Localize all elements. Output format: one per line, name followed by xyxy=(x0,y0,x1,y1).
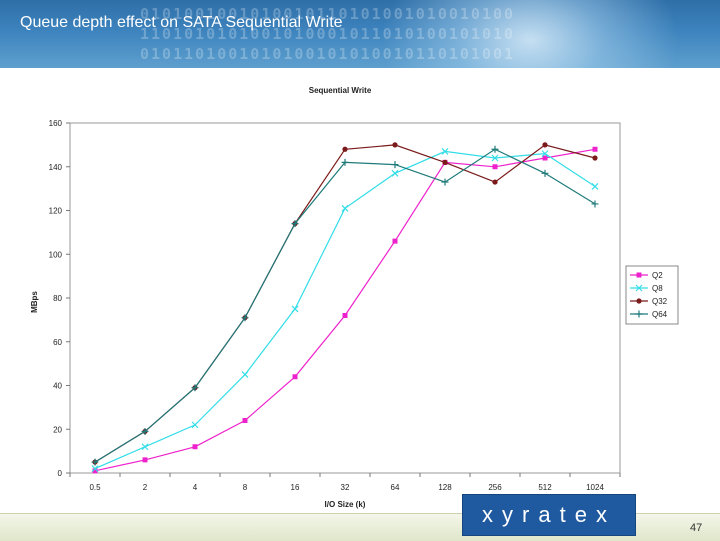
x-tick-label: 2 xyxy=(143,483,148,492)
x-tick-label: 1024 xyxy=(586,483,604,492)
data-point-q8 xyxy=(591,183,599,190)
legend-marker-q32 xyxy=(636,298,642,304)
data-point-q2 xyxy=(492,164,498,170)
data-point-q2 xyxy=(92,468,98,474)
data-point-q32 xyxy=(342,146,348,152)
data-point-q8 xyxy=(241,371,249,378)
x-tick-label: 4 xyxy=(193,483,198,492)
y-tick-label: 140 xyxy=(49,163,63,172)
slide-title: Queue depth effect on SATA Sequential Wr… xyxy=(20,14,343,31)
y-tick-label: 20 xyxy=(53,425,62,434)
data-point-q64 xyxy=(91,458,99,466)
data-point-q2 xyxy=(542,155,548,161)
x-tick-label: 512 xyxy=(538,483,552,492)
x-tick-label: 8 xyxy=(243,483,248,492)
data-point-q8 xyxy=(91,465,99,473)
y-tick-label: 120 xyxy=(49,207,63,216)
legend-label-q32: Q32 xyxy=(652,297,668,306)
y-tick-label: 80 xyxy=(53,294,62,303)
data-point-q8 xyxy=(491,154,499,162)
data-point-q32 xyxy=(442,159,448,165)
x-tick-label: 16 xyxy=(291,483,300,492)
data-point-q2 xyxy=(392,238,398,244)
data-point-q2 xyxy=(242,418,248,423)
y-tick-label: 60 xyxy=(53,338,62,347)
data-point-q8 xyxy=(541,150,549,158)
legend-label-q8: Q8 xyxy=(652,284,663,293)
legend-marker-q64 xyxy=(635,310,643,318)
data-point-q64 xyxy=(441,178,449,186)
y-tick-label: 100 xyxy=(49,250,63,259)
data-point-q32 xyxy=(592,155,598,161)
data-point-q2 xyxy=(592,146,598,152)
header-binary-pattern: 0101001001010010110101001010010100 110101… xyxy=(140,5,516,63)
data-point-q2 xyxy=(192,444,198,450)
data-point-q64 xyxy=(491,145,499,153)
x-tick-label: 0.5 xyxy=(89,483,101,492)
data-point-q64 xyxy=(391,161,399,169)
plot-area xyxy=(69,122,621,474)
x-axis-label: I/O Size (k) xyxy=(325,500,366,509)
data-point-q8 xyxy=(391,169,399,177)
y-tick-label: 40 xyxy=(53,382,62,391)
data-point-q32 xyxy=(542,142,548,148)
y-tick-label: 0 xyxy=(58,469,63,478)
y-axis-label: MBps xyxy=(30,291,39,313)
data-point-q32 xyxy=(492,179,498,185)
header-glow xyxy=(380,0,680,68)
data-point-q64 xyxy=(341,158,349,166)
data-point-q64 xyxy=(591,200,599,208)
data-point-q8 xyxy=(441,148,449,155)
slide-header: 0101001001010010110101001010010100 110101… xyxy=(0,0,720,68)
x-tick-label: 256 xyxy=(488,483,502,492)
data-point-q8 xyxy=(341,204,349,212)
xyratex-logo: xyratex xyxy=(462,494,636,536)
legend-label-q64: Q64 xyxy=(652,310,668,319)
legend-marker-q2 xyxy=(636,272,642,278)
data-point-q64 xyxy=(291,220,299,228)
page-number: 47 xyxy=(690,522,703,534)
data-point-q8 xyxy=(291,305,299,313)
data-point-q8 xyxy=(191,421,199,429)
data-point-q64 xyxy=(141,427,149,435)
data-point-q2 xyxy=(342,313,348,318)
chart-title: Sequential Write xyxy=(309,86,372,95)
legend-label-q2: Q2 xyxy=(652,271,663,280)
data-point-q2 xyxy=(292,374,298,380)
data-point-q2 xyxy=(142,457,148,463)
data-point-q64 xyxy=(241,314,249,322)
data-point-q32 xyxy=(392,142,398,148)
data-point-q8 xyxy=(141,443,149,451)
x-tick-label: 128 xyxy=(438,483,452,492)
data-point-q64 xyxy=(191,384,199,392)
x-tick-label: 32 xyxy=(341,483,350,492)
data-point-q64 xyxy=(541,169,549,177)
legend-marker-q8 xyxy=(635,284,643,292)
x-tick-label: 64 xyxy=(391,483,400,492)
logo-text: xyratex xyxy=(482,502,616,527)
y-tick-label: 160 xyxy=(49,119,63,128)
